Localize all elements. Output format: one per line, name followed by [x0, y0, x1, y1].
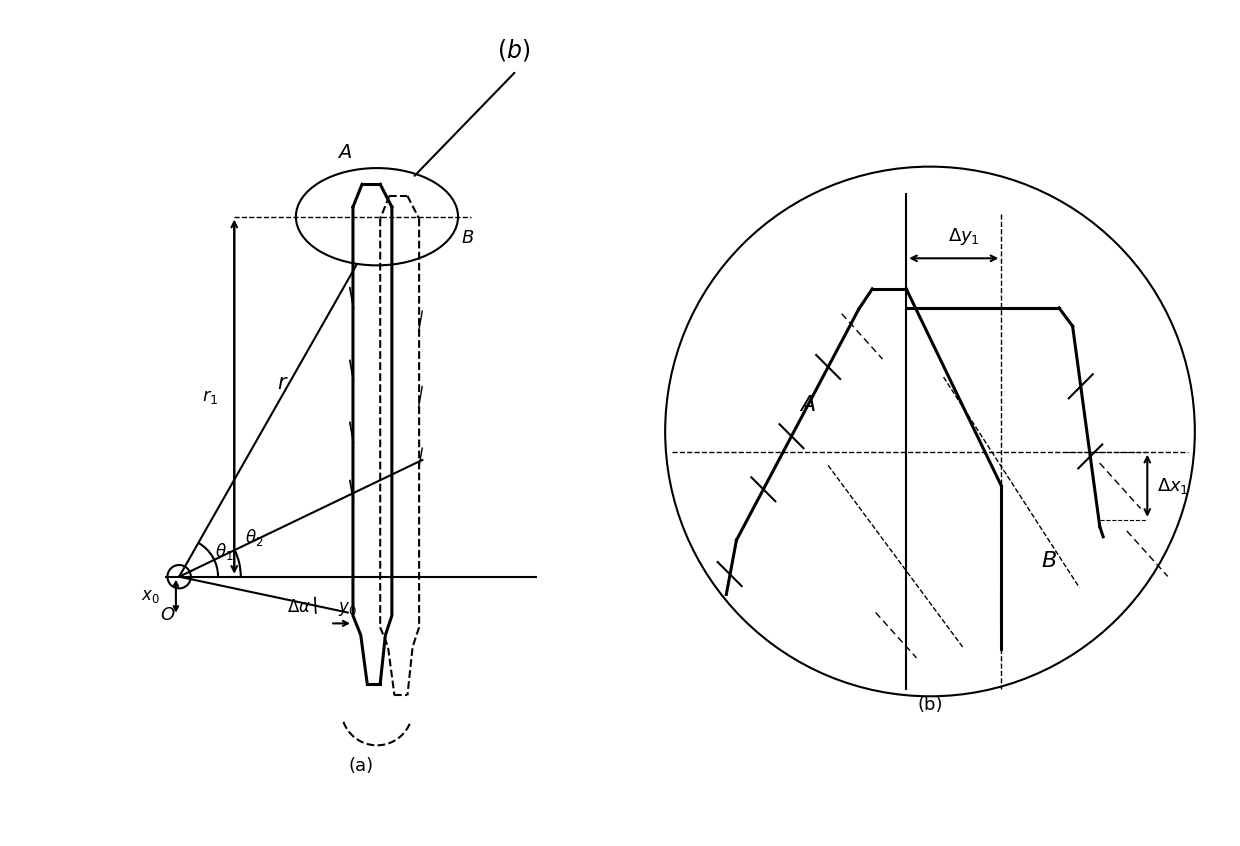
Text: $O$: $O$: [160, 606, 175, 624]
Text: $r$: $r$: [277, 372, 289, 393]
Text: $A$: $A$: [800, 395, 816, 415]
Text: $\Delta\alpha$: $\Delta\alpha$: [288, 598, 311, 617]
Text: $\theta_1$: $\theta_1$: [216, 541, 234, 563]
Text: $B$: $B$: [1040, 552, 1056, 571]
Text: $B$: $B$: [461, 228, 475, 247]
Text: $r_1$: $r_1$: [202, 387, 218, 406]
Text: $\Delta y_1$: $\Delta y_1$: [949, 227, 980, 247]
Text: (b): (b): [918, 696, 942, 714]
Text: $x_0$: $x_0$: [141, 587, 160, 605]
Text: $\theta_2$: $\theta_2$: [244, 527, 263, 548]
Text: $A$: $A$: [337, 143, 352, 162]
Text: $\mathbf{\mathit{(b)}}$: $\mathbf{\mathit{(b)}}$: [496, 37, 529, 63]
Text: $\Delta x_1$: $\Delta x_1$: [1157, 475, 1189, 496]
Text: (a): (a): [348, 757, 373, 775]
Text: $y_0$: $y_0$: [339, 600, 357, 618]
